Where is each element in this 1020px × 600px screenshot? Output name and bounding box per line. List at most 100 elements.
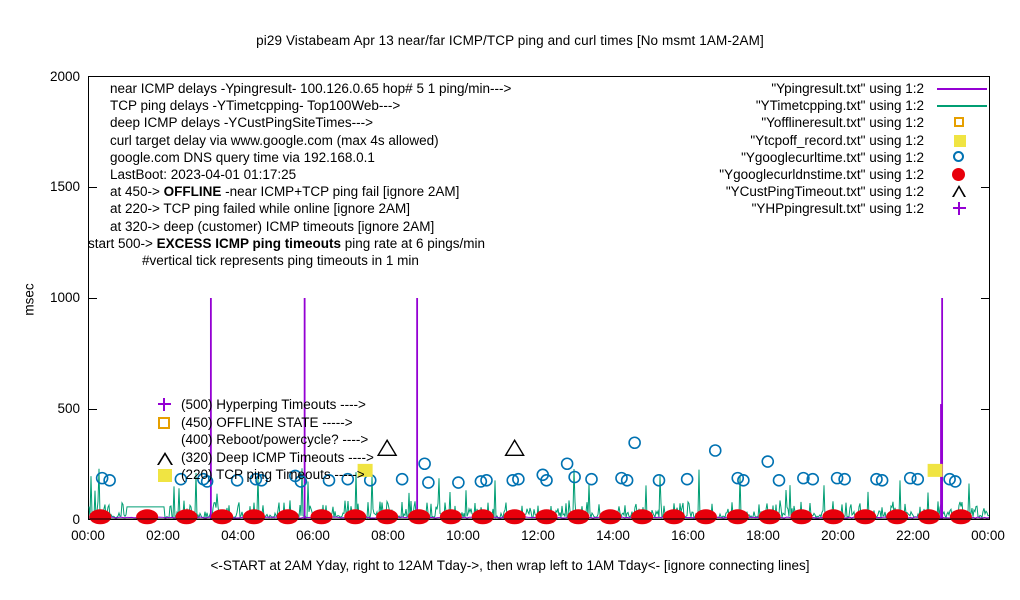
curl-time-marker [772,474,786,487]
annotation-line: LastBoot: 2023-04-01 01:17:25 [110,166,297,182]
inner-legend-label: (320) Deep ICMP Timeouts ----> [181,449,374,465]
dns-time-marker [276,509,299,525]
dns-time-marker [726,509,749,525]
curl-time-marker [708,444,722,457]
curl-time-marker [797,471,810,485]
annotation-emphasis: OFFLINE [163,184,222,200]
curl-time-marker [830,471,844,485]
legend-label: "Ypingresult.txt" using 1:2 [771,81,924,96]
dns-time-marker [918,509,940,525]
y-tick-mark [981,187,990,188]
x-tick-label: 12:00 [521,528,555,543]
legend: "Ypingresult.txt" using 1:2 "YTimetcpping… [719,80,990,218]
curl-time-marker [806,472,820,486]
y-tick-mark [88,409,97,410]
y-tick-1000: 1000 [49,290,80,305]
annotation-line: curl target delay via www.google.com (ma… [110,132,439,148]
legend-row[interactable]: "YTimetcpping.txt" using 1:2 [719,97,990,114]
annotation-line: deep ICMP delays -YCustPingSiteTimes---> [110,115,373,131]
triangle-open-key-black [934,183,990,200]
dns-time-marker [211,509,234,525]
annotation-line: start 500-> EXCESS ICMP ping timeouts pi… [88,235,511,252]
annotation-text: at 450-> [110,184,164,200]
annotation-line: TCP ping delays -YTimetcpping- Top100Web… [110,98,401,114]
curl-time-marker [948,475,962,488]
annotation-line: near ICMP delays -Ypingresult- 100.126.0… [110,81,512,96]
legend-row[interactable]: "YHPpingresult.txt" using 1:2 [719,200,990,217]
curl-time-marker [452,476,465,489]
legend-label: "Ygooglecurldnstime.txt" using 1:2 [719,166,924,182]
square-fill-icon [155,467,175,483]
x-axis-title: <-START at 2AM Yday, right to 12AM Tday-… [210,558,810,573]
y-tick-mark [981,409,990,410]
curl-time-marker [512,472,525,486]
curl-time-marker [838,472,851,486]
legend-row[interactable]: "Ytcpoff_record.txt" using 1:2 [719,132,990,149]
triangle-icon [155,450,175,466]
legend-row[interactable]: "Yofflineresult.txt" using 1:2 [719,114,990,131]
x-tick-label: 04:00 [221,528,255,543]
x-tick-label: 08:00 [371,528,405,543]
y-tick-500: 500 [57,401,80,416]
curl-time-marker [249,472,263,486]
legend-row[interactable]: "Ypingresult.txt" using 1:2 [719,80,990,97]
legend-row[interactable]: "Ygooglecurldnstime.txt" using 1:2 [719,166,990,183]
curl-time-marker [230,474,244,487]
y-tick-mark [88,298,97,299]
x-tick-label: 00:00 [71,528,105,543]
dns-time-marker [535,509,558,525]
circle-open-key-blue [934,149,990,166]
plus-key-purple [934,200,990,217]
curl-time-marker [737,474,750,487]
circle-fill-key-red [934,166,990,183]
y-tick-mark [981,298,990,299]
inner-legend-no-symbol [155,432,175,448]
dns-time-marker [567,509,590,525]
x-tick-label: 00:00 [971,528,1005,543]
curl-time-marker [200,475,214,488]
legend-label: "YTimetcpping.txt" using 1:2 [755,98,924,114]
curl-time-marker [418,457,431,471]
y-tick-0: 0 [72,512,80,527]
x-tick-label: 10:00 [446,528,480,543]
curl-time-marker [761,455,775,468]
dns-time-marker [694,509,717,525]
annotation-line: #vertical tick represents ping timeouts … [142,252,419,268]
dns-time-marker [310,509,333,525]
x-tick-label: 14:00 [596,528,630,543]
annotation-emphasis: EXCESS ICMP ping timeouts [156,235,341,251]
legend-row[interactable]: "YCustPingTimeout.txt" using 1:2 [719,183,990,200]
curl-time-marker [568,470,581,484]
dns-time-marker [243,509,265,525]
dns-time-marker [175,509,198,525]
curl-time-marker [731,471,745,485]
y-tick-mark [88,76,97,77]
square-fill-key-yellow [934,132,990,149]
annotation-text: start 500-> [88,235,157,251]
x-tick-label: 18:00 [746,528,780,543]
dns-time-marker [599,509,622,525]
legend-row[interactable]: "Ygooglecurltime.txt" using 1:2 [719,149,990,166]
annotation-line: at 220-> TCP ping failed while online [i… [110,201,411,217]
curl-time-marker [341,472,355,486]
dns-time-marker [663,509,685,525]
curl-time-marker [294,475,308,488]
curl-time-marker [680,472,694,486]
inner-legend-label: (400) Reboot/powercycle? ----> [181,432,369,448]
dns-time-marker [631,509,654,525]
x-tick-label: 16:00 [671,528,705,543]
dns-time-marker [758,509,781,525]
legend-label: "YCustPingTimeout.txt" using 1:2 [725,184,924,200]
curl-time-marker [322,474,336,487]
curl-time-marker [103,474,116,487]
dns-time-marker [376,509,399,525]
dns-time-marker [344,509,367,525]
x-tick-label: 02:00 [146,528,180,543]
annotation-line: google.com DNS query time via 192.168.0.… [110,149,375,165]
curl-time-marker [585,472,598,486]
y-tick-1500: 1500 [49,179,80,194]
curl-time-marker [620,474,634,487]
